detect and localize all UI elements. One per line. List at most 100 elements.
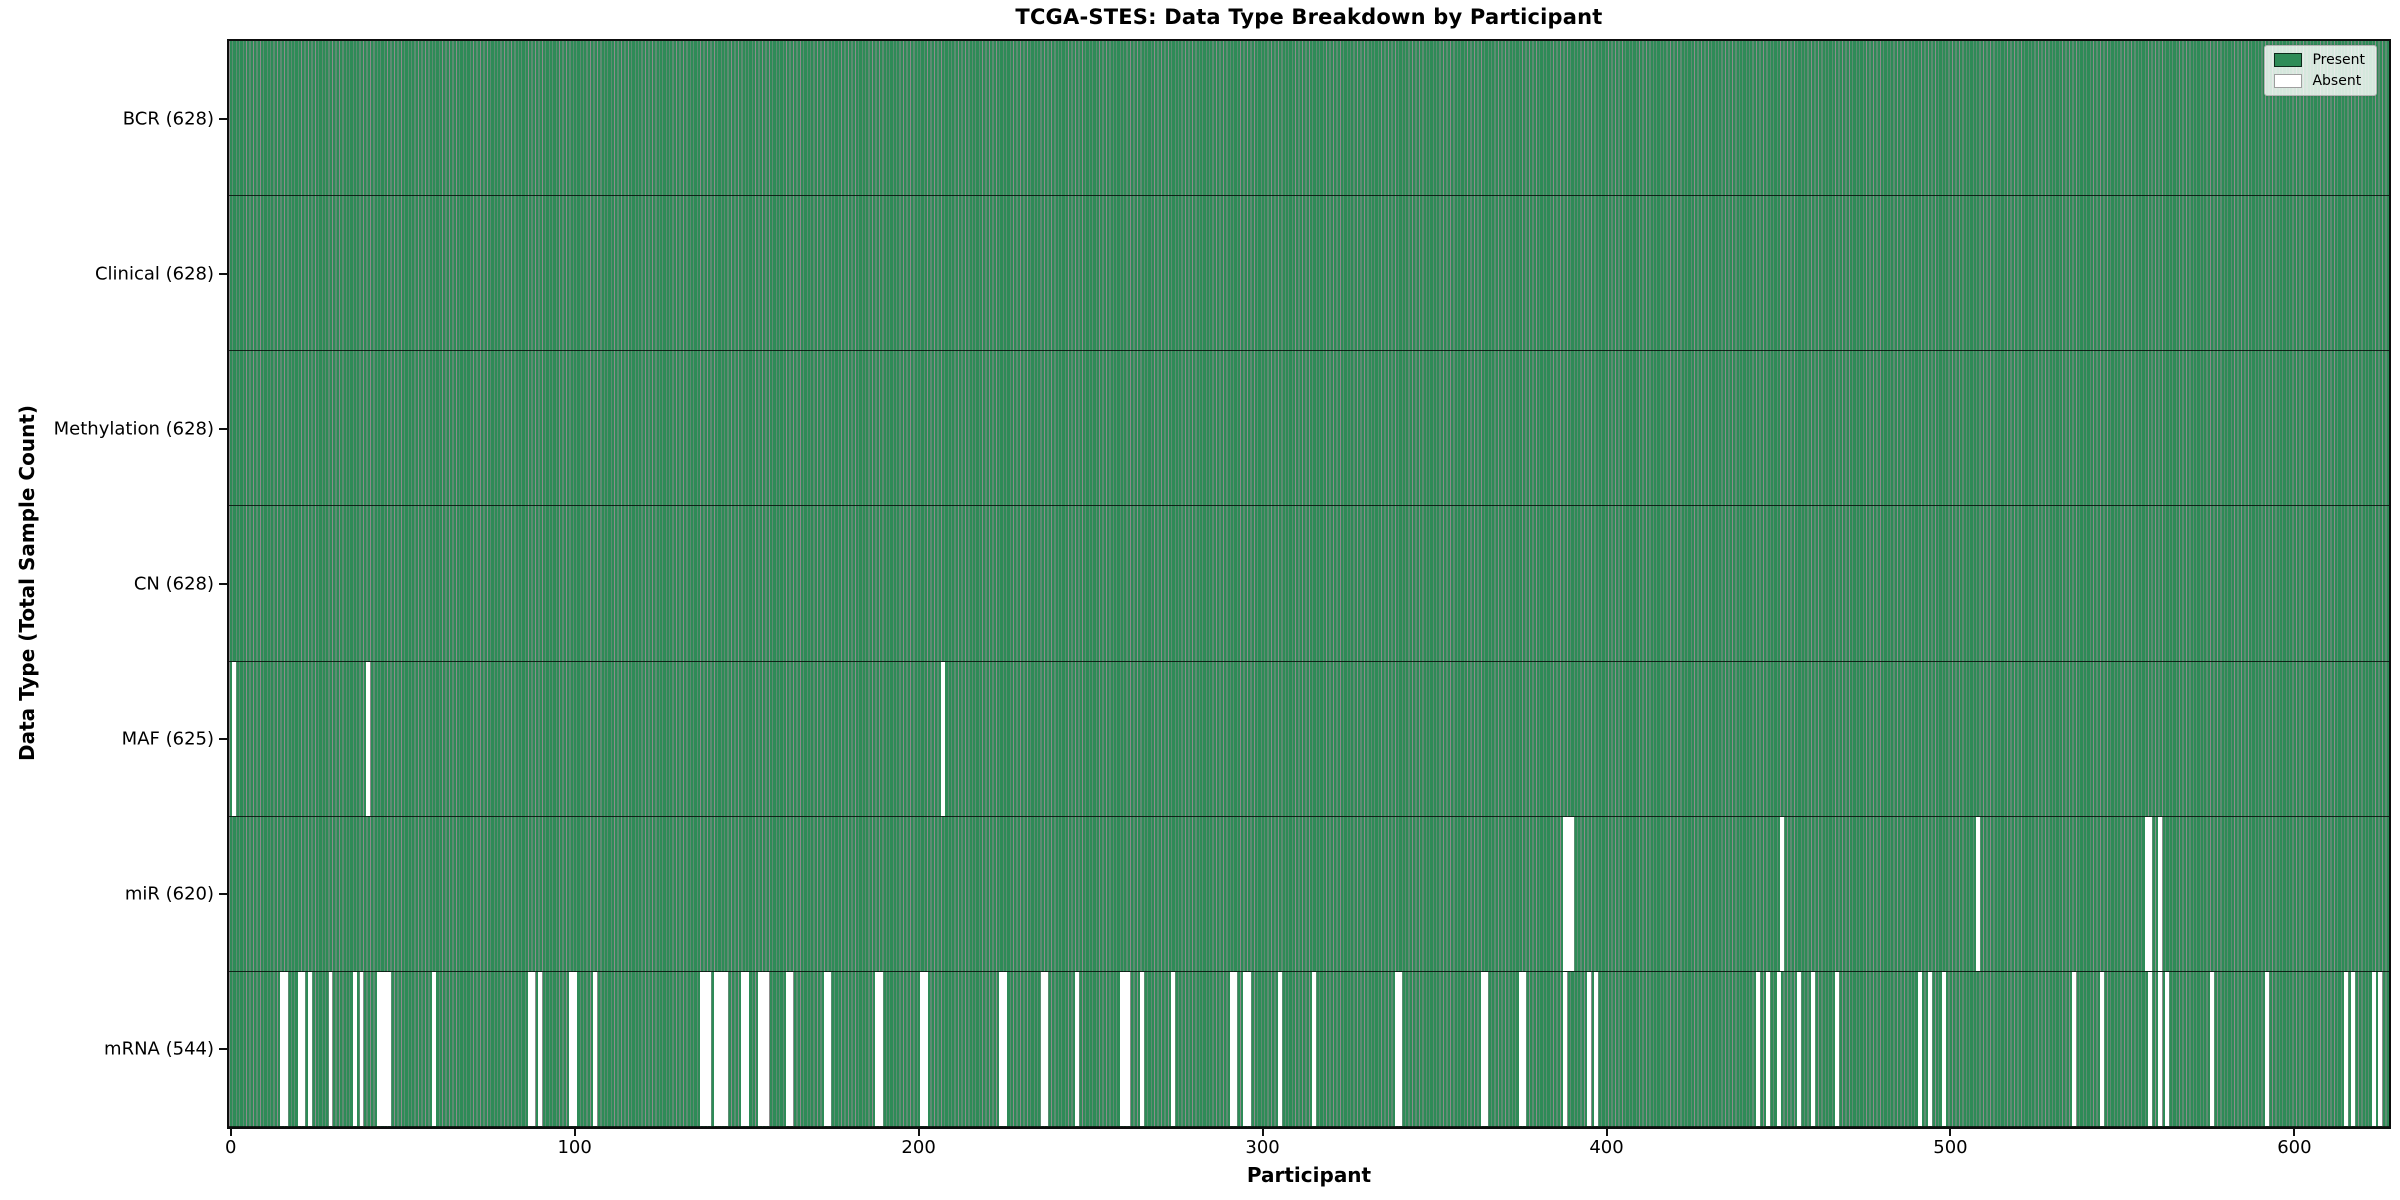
y-axis-label: Data Type (Total Sample Count) <box>15 404 39 762</box>
absent-stripe <box>1246 971 1251 1126</box>
legend: Present Absent <box>2264 45 2377 96</box>
absent-swatch-icon <box>2274 74 2303 88</box>
absent-stripe <box>785 971 790 1126</box>
y-tick-mark <box>219 272 227 275</box>
x-tick-mark <box>1949 1128 1952 1136</box>
absent-stripe <box>2099 971 2104 1126</box>
absent-stripe <box>1312 971 1317 1126</box>
x-tick-mark <box>1261 1128 1264 1136</box>
absent-stripe <box>2144 816 2149 971</box>
absent-stripe <box>1480 971 1485 1126</box>
y-tick-label: CN (628) <box>133 573 214 595</box>
absent-stripe <box>572 971 577 1126</box>
absent-stripe <box>1119 971 1124 1126</box>
absent-stripe <box>1563 971 1568 1126</box>
row-band-CN <box>229 506 2389 662</box>
absent-stripe <box>328 971 333 1126</box>
y-tick-label: MAF (625) <box>121 728 214 750</box>
absent-stripe <box>1594 971 1599 1126</box>
absent-stripe <box>706 971 711 1126</box>
absent-stripe <box>761 971 766 1126</box>
absent-stripe <box>1140 971 1145 1126</box>
absent-stripe <box>1518 971 1523 1126</box>
absent-stripe <box>1755 971 1760 1126</box>
row-band-mRNA <box>229 971 2389 1127</box>
absent-stripe <box>875 971 880 1126</box>
y-tick-label: BCR (628) <box>122 108 214 130</box>
absent-stripe <box>383 971 388 1126</box>
absent-stripe <box>283 971 288 1126</box>
y-tick-label: Methylation (628) <box>53 418 214 440</box>
y-tick-label: mRNA (544) <box>104 1038 214 1060</box>
x-tick-label: 400 <box>1589 1137 1624 1158</box>
row-band-BCR <box>229 41 2389 197</box>
absent-stripe <box>2350 971 2355 1126</box>
absent-stripe <box>720 971 725 1126</box>
x-tick-label: 0 <box>224 1137 237 1158</box>
absent-stripe <box>593 971 598 1126</box>
absent-stripe <box>1563 816 1568 971</box>
absent-stripe <box>1917 971 1922 1126</box>
present-swatch-icon <box>2274 53 2303 67</box>
absent-stripe <box>823 971 828 1126</box>
absent-stripe <box>307 971 312 1126</box>
absent-stripe <box>1074 971 1079 1126</box>
x-tick-mark <box>573 1128 576 1136</box>
absent-stripe <box>923 971 928 1126</box>
absent-stripe <box>703 971 708 1126</box>
absent-stripe <box>376 971 381 1126</box>
absent-stripe <box>765 971 770 1126</box>
row-band-miR <box>229 816 2389 972</box>
absent-stripe <box>1277 971 1282 1126</box>
legend-label-absent: Absent <box>2312 73 2362 89</box>
absent-stripe <box>1123 971 1127 1126</box>
chart-title: TCGA-STES: Data Type Breakdown by Partic… <box>1015 5 1603 29</box>
absent-stripe <box>1776 971 1781 1126</box>
absent-stripe <box>920 971 925 1126</box>
absent-stripe <box>1398 971 1403 1126</box>
row-band-Clinical <box>229 196 2389 352</box>
absent-stripe <box>1780 816 1784 971</box>
absent-stripe <box>999 971 1004 1126</box>
absent-stripe <box>741 971 746 1126</box>
absent-stripe <box>2148 816 2152 971</box>
absent-stripe <box>359 971 364 1126</box>
x-tick-label: 300 <box>1245 1137 1280 1158</box>
absent-stripe <box>2209 971 2214 1126</box>
absent-stripe <box>940 661 945 816</box>
absent-stripe <box>569 971 574 1126</box>
absent-stripe <box>2264 971 2269 1126</box>
x-tick-mark <box>917 1128 920 1136</box>
absent-stripe <box>2158 971 2163 1126</box>
y-tick-label: miR (620) <box>124 883 214 905</box>
absent-stripe <box>538 971 543 1126</box>
absent-stripe <box>744 971 749 1126</box>
absent-stripe <box>366 661 371 816</box>
absent-stripe <box>1522 971 1526 1126</box>
absent-stripe <box>1570 816 1575 971</box>
absent-stripe <box>2371 971 2376 1126</box>
x-tick-mark <box>2293 1128 2296 1136</box>
absent-stripe <box>1587 971 1592 1126</box>
absent-stripe <box>1927 971 1932 1126</box>
x-tick-label: 100 <box>557 1137 592 1158</box>
absent-stripe <box>297 971 302 1126</box>
legend-item-absent: Absent <box>2274 74 2365 88</box>
absent-stripe <box>878 971 883 1126</box>
x-tick-mark <box>229 1128 232 1136</box>
absent-stripe <box>1566 816 1571 971</box>
x-tick-label: 500 <box>1933 1137 1968 1158</box>
absent-stripe <box>387 971 391 1126</box>
absent-stripe <box>528 971 532 1126</box>
absent-stripe <box>280 971 285 1126</box>
y-tick-mark <box>219 893 227 896</box>
absent-stripe <box>1002 971 1007 1126</box>
absent-stripe <box>352 971 357 1126</box>
legend-item-present: Present <box>2274 53 2365 67</box>
absent-stripe <box>789 971 794 1126</box>
absent-stripe <box>2344 971 2349 1126</box>
absent-stripe <box>1126 971 1131 1126</box>
absent-stripe <box>2378 971 2383 1126</box>
absent-stripe <box>700 971 704 1126</box>
